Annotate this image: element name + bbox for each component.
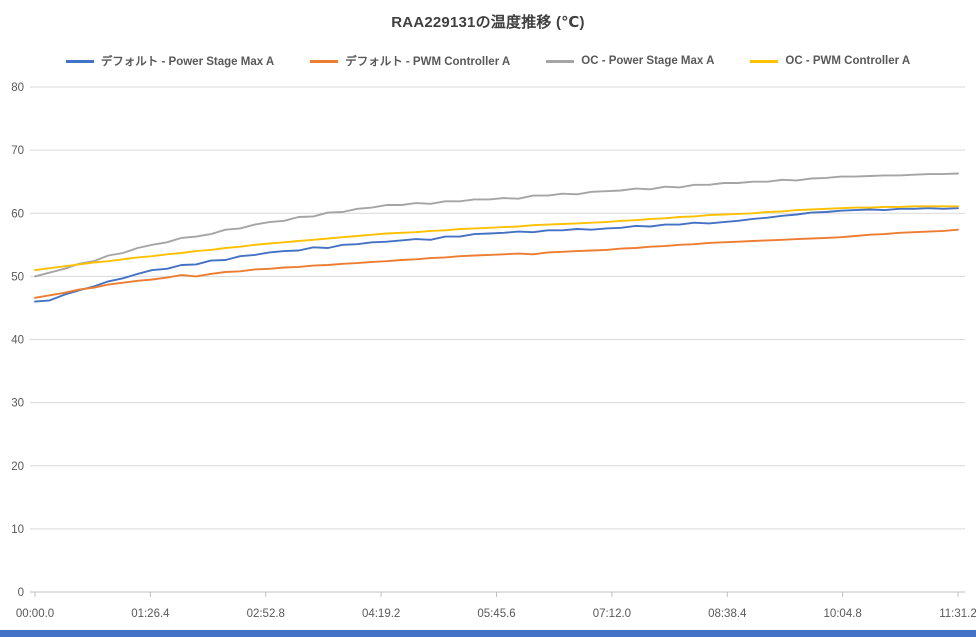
- legend-swatch: [310, 59, 339, 63]
- y-tick-label: 70: [11, 145, 24, 157]
- x-tick-label: 01:26.4: [131, 608, 170, 620]
- y-tick-label: 10: [11, 524, 24, 536]
- legend-swatch: [750, 59, 779, 63]
- legend-swatch: [65, 59, 94, 63]
- series-line-2: [34, 172, 959, 278]
- y-tick-label: 50: [11, 271, 24, 283]
- y-tick-label: 60: [11, 208, 24, 220]
- series-line-1: [34, 228, 959, 299]
- legend-label: デフォルト - Power Stage Max A: [100, 56, 275, 68]
- x-tick-label: 07:12.0: [593, 608, 631, 620]
- bottom-accent-bar: [0, 630, 976, 637]
- series-line-3: [34, 205, 959, 272]
- y-tick-label: 40: [11, 335, 24, 347]
- legend-item-1: デフォルト - PWM Controller A: [310, 53, 510, 69]
- legend-item-3: OC - PWM Controller A: [750, 55, 910, 67]
- y-tick-label: 80: [11, 82, 24, 94]
- x-tick-label: 00:00.0: [16, 608, 54, 620]
- y-tick-label: 0: [18, 587, 24, 599]
- legend-swatch: [546, 59, 575, 63]
- legend-label: OC - PWM Controller A: [785, 55, 911, 67]
- legend-item-2: OC - Power Stage Max A: [546, 55, 714, 67]
- y-tick-label: 30: [11, 398, 24, 410]
- x-tick-label: 10:04.8: [823, 608, 861, 620]
- x-tick-label: 11:31.2: [939, 608, 976, 620]
- x-tick-label: 02:52.8: [247, 608, 285, 620]
- x-tick-label: 04:19.2: [362, 608, 400, 620]
- legend: デフォルト - Power Stage Max A デフォルト - PWM Con…: [0, 53, 976, 69]
- x-tick-label: 05:45.6: [477, 608, 515, 620]
- series-line-0: [34, 207, 959, 303]
- legend-item-0: デフォルト - Power Stage Max A: [65, 53, 275, 69]
- legend-label: OC - Power Stage Max A: [581, 55, 715, 67]
- chart-title: RAA229131の温度推移 (℃): [391, 14, 585, 31]
- x-tick-label: 08:38.4: [708, 608, 747, 620]
- y-tick-label: 20: [11, 461, 24, 473]
- legend-label: デフォルト - PWM Controller A: [345, 56, 511, 68]
